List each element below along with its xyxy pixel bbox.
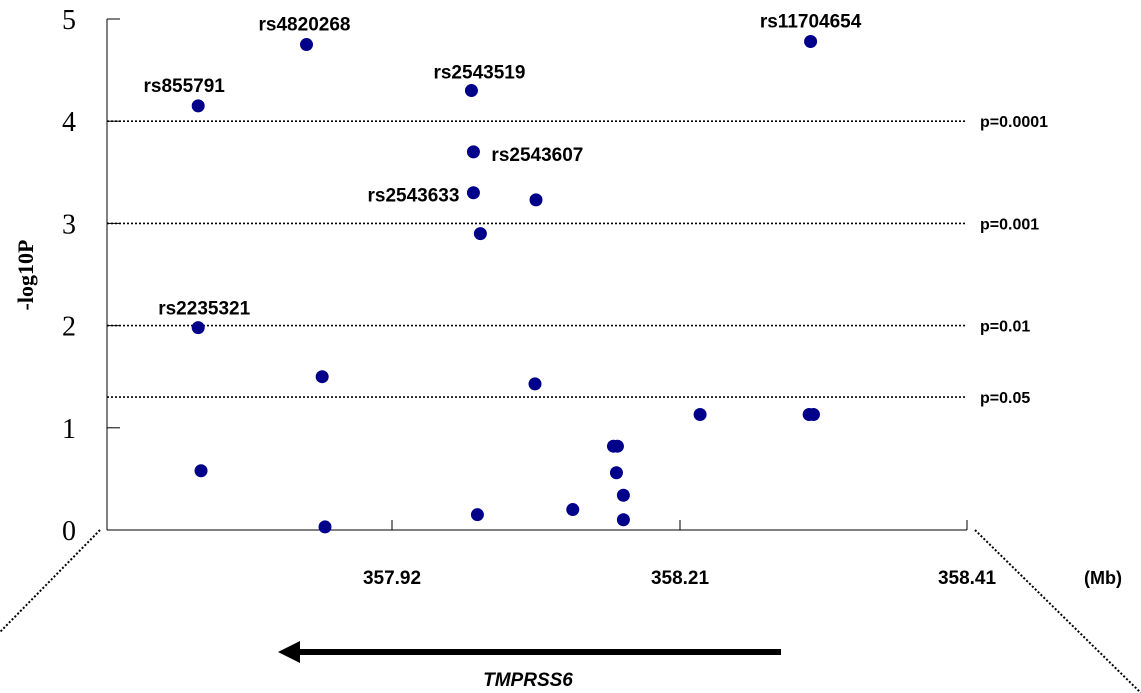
threshold-label: p=0.001	[980, 216, 1039, 233]
snp-label: rs2543607	[491, 145, 583, 166]
x-ticks: 357.92 358.21 358.41	[363, 520, 997, 589]
y-tick-label: 3	[62, 209, 76, 240]
snp-point	[616, 513, 630, 527]
snp-point	[566, 503, 580, 517]
snp-label: rs4820268	[259, 15, 351, 36]
threshold-label: p=0.0001	[980, 114, 1048, 131]
snp-point	[470, 508, 484, 522]
snp-labels: rs4820268 rs11704654 rs2543519 rs855791 rs25…	[144, 11, 862, 319]
snp-point	[529, 193, 543, 207]
y-tick-label: 1	[62, 414, 76, 445]
snp-label: rs2543519	[433, 63, 525, 84]
snp-point	[194, 464, 208, 478]
y-tick-label: 0	[62, 516, 76, 547]
axes	[106, 19, 967, 531]
snp-label: rs855791	[144, 76, 226, 97]
y-tick-label: 5	[62, 5, 76, 36]
threshold-label: p=0.05	[980, 390, 1030, 407]
snp-point	[466, 186, 480, 200]
snp-label: rs11704654	[760, 11, 862, 32]
snp-point	[610, 439, 624, 453]
gene-arrow	[278, 641, 781, 663]
x-tick-label: 358.41	[938, 568, 997, 589]
snp-point	[609, 466, 623, 480]
threshold-label: p=0.01	[980, 319, 1030, 336]
snp-point	[318, 520, 332, 534]
snp-point	[300, 38, 313, 52]
snp-point	[191, 321, 205, 335]
x-axis-label: (Mb)	[1084, 568, 1122, 588]
snp-point	[528, 377, 542, 391]
snp-point	[804, 34, 818, 48]
zoom-guide-left	[0, 529, 101, 633]
y-tick-label: 4	[62, 107, 76, 138]
snp-label: rs2235321	[158, 299, 250, 320]
x-tick-label: 358.21	[651, 568, 710, 589]
y-ticks: 0 1 2 3 4 5	[62, 5, 120, 547]
snp-point	[464, 84, 478, 98]
snp-point	[616, 488, 630, 502]
zoom-guide-right	[974, 529, 1141, 693]
arrow-head	[278, 641, 300, 663]
y-axis-label: -log10P	[13, 240, 38, 311]
snp-point	[191, 99, 205, 113]
snp-point	[473, 227, 487, 241]
snp-point	[693, 408, 707, 422]
snp-point	[466, 145, 480, 159]
snp-point	[806, 408, 820, 422]
snp-label: rs2543633	[367, 186, 459, 207]
threshold-lines: p=0.0001 p=0.001 p=0.01 p=0.05	[107, 114, 1048, 407]
y-tick-label: 2	[62, 312, 76, 343]
data-points	[191, 34, 820, 534]
x-tick-label: 357.92	[363, 568, 421, 589]
snp-point	[315, 370, 329, 384]
gene-label: TMPRSS6	[483, 670, 573, 691]
